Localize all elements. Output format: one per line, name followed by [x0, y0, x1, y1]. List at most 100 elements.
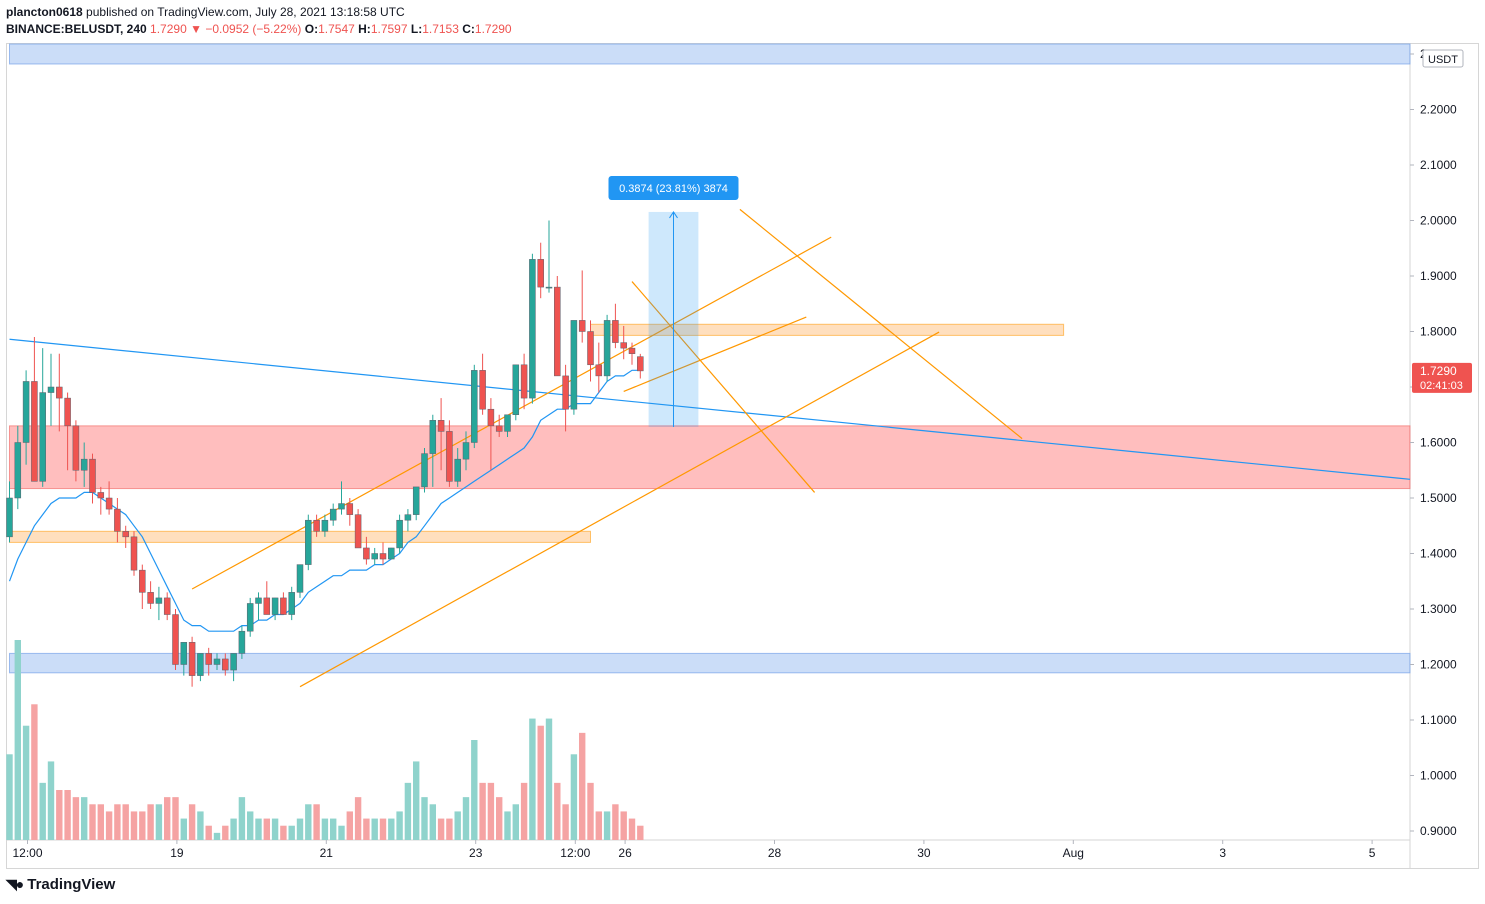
price-tick-label: 2.0000	[1420, 214, 1457, 228]
volume-bar	[603, 811, 611, 840]
volume-bar	[296, 818, 304, 840]
volume-bar	[330, 818, 337, 840]
price-tick-label: 1.0000	[1420, 769, 1457, 783]
volume-bar	[114, 804, 121, 840]
volume-layer	[6, 640, 644, 840]
volume-bar	[587, 782, 594, 840]
volume-bar	[396, 811, 403, 840]
volume-bar	[81, 797, 88, 840]
moving-average-line	[8, 369, 641, 632]
candle-body	[371, 553, 378, 560]
candle-body	[487, 408, 495, 427]
author-name[interactable]: plancton0618	[6, 5, 83, 19]
volume-bar	[305, 804, 312, 840]
candle-body	[213, 658, 221, 665]
volume-bar	[155, 804, 163, 840]
candle-body	[97, 492, 105, 499]
volume-bar	[271, 818, 279, 840]
ohlc-legend: BINANCE:BELUSDT, 240 1.7290 ▼ −0.0952 (−…	[6, 22, 512, 36]
candle-body	[280, 597, 287, 615]
volume-bar	[122, 804, 129, 840]
candle-body	[64, 397, 71, 427]
candle-body	[462, 442, 470, 460]
price-tick-label: 2.1000	[1420, 158, 1457, 172]
candle-body	[595, 364, 603, 377]
volume-bar	[479, 782, 486, 840]
volume-bar	[404, 782, 412, 840]
volume-bar	[421, 797, 428, 840]
candle-body	[437, 420, 445, 432]
candle-body	[313, 519, 320, 532]
volume-bar	[180, 818, 187, 840]
price-tick-label: 1.8000	[1420, 325, 1457, 339]
volume-bar	[205, 825, 212, 840]
price-axis[interactable]: 2.30002.20002.10002.00001.90001.80001.70…	[1410, 47, 1472, 838]
publish-info: plancton0618 published on TradingView.co…	[6, 5, 405, 19]
time-tick-label: 3	[1219, 846, 1226, 860]
candle-body	[72, 425, 80, 471]
volume-bar	[172, 797, 179, 840]
candle-body	[6, 497, 13, 538]
zone-blue	[9, 43, 1411, 65]
volume-bar	[537, 725, 544, 840]
zone-demand-red	[9, 425, 1411, 490]
candle-body	[89, 458, 96, 493]
price-tick-label: 0.9000	[1420, 824, 1457, 838]
candle-body	[520, 364, 528, 399]
volume-bar	[6, 754, 13, 840]
candle-body	[80, 458, 88, 471]
volume-bar	[554, 782, 561, 840]
candle-body	[288, 592, 295, 615]
candle-body	[39, 392, 46, 482]
candle-body	[155, 597, 163, 604]
candle-body	[305, 519, 312, 565]
currency-badge[interactable]	[1422, 49, 1464, 68]
bar-countdown-label: 02:41:03	[1420, 380, 1463, 392]
volume-bar	[222, 825, 229, 840]
candle-body	[163, 597, 171, 615]
candle-body	[429, 420, 437, 454]
candle-body	[172, 614, 179, 665]
volume-bar	[520, 782, 528, 840]
volume-bar	[504, 811, 511, 840]
channel-trendline	[191, 236, 832, 590]
time-tick-label: 12:00	[12, 846, 42, 860]
price-tick-label: 1.4000	[1420, 547, 1457, 561]
volume-bar	[487, 782, 495, 840]
current-price-label: 1.7290	[1420, 364, 1457, 378]
candle-body	[404, 514, 412, 521]
symbol-label[interactable]: BINANCE:BELUSDT, 240	[6, 22, 147, 36]
volume-bar	[579, 732, 586, 840]
volume-bar	[288, 825, 295, 840]
candle-body	[188, 642, 196, 676]
volume-bar	[313, 804, 320, 840]
measure-label: 0.3874 (23.81%) 3874	[619, 183, 728, 195]
candle-body	[363, 547, 370, 560]
volume-bar	[321, 818, 329, 840]
open-label: O:	[304, 22, 319, 36]
tradingview-logo[interactable]: ◥● TradingView	[6, 876, 115, 893]
measure-arrow-head-icon	[669, 211, 678, 219]
volume-bar	[429, 804, 436, 840]
candle-body	[180, 642, 188, 665]
volume-bar	[247, 811, 254, 840]
candle-body	[222, 658, 229, 671]
time-tick-label: 21	[320, 846, 334, 860]
candle-body	[114, 508, 121, 532]
candle-body	[329, 508, 337, 521]
measure-label-box	[608, 175, 739, 200]
volume-bar	[56, 790, 63, 840]
time-tick-label: 30	[917, 846, 931, 860]
candle-body	[147, 592, 154, 604]
candle-body	[412, 486, 420, 515]
candle-body	[587, 331, 594, 366]
close-value: 1.7290	[474, 22, 512, 36]
low-label: L:	[410, 22, 423, 36]
price-tick-label: 1.6000	[1420, 436, 1457, 450]
candle-body	[105, 497, 113, 510]
volume-bar	[238, 797, 246, 840]
candle-body	[22, 381, 30, 443]
zones-layer	[9, 43, 1411, 674]
